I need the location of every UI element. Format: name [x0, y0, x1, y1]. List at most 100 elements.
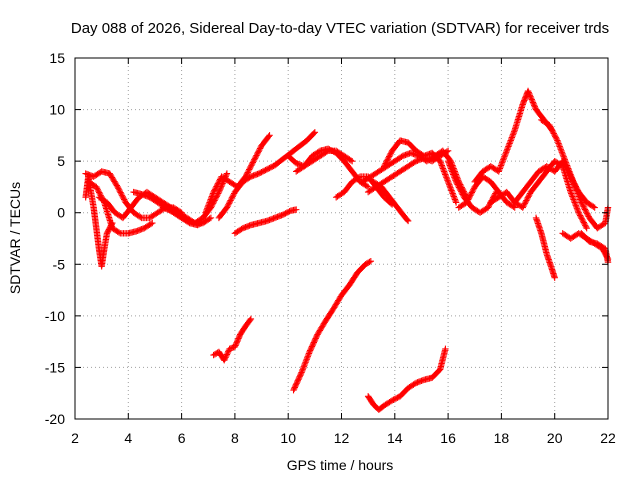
data-point	[452, 178, 460, 185]
data-point	[578, 215, 585, 222]
data-point	[448, 168, 456, 175]
data-point	[572, 202, 580, 209]
data-point	[557, 144, 564, 152]
data-point	[464, 197, 471, 205]
data-point	[572, 184, 579, 191]
data-point	[249, 159, 257, 166]
y-tick-label: -15	[45, 359, 65, 375]
data-point	[450, 193, 458, 200]
data-point	[300, 364, 307, 372]
data-point	[443, 174, 450, 181]
data-point	[310, 340, 317, 348]
data-point	[208, 193, 216, 200]
data-point	[213, 183, 220, 190]
grid-lines	[75, 58, 608, 419]
data-point	[468, 189, 476, 196]
data-point	[296, 373, 303, 380]
x-tick-label: 2	[71, 430, 79, 446]
data-point	[293, 380, 300, 387]
data-point	[580, 219, 587, 226]
data-point	[302, 359, 309, 366]
data-point	[436, 157, 444, 165]
x-tick-label: 22	[600, 430, 616, 446]
data-point	[448, 166, 455, 174]
data-point	[93, 183, 100, 191]
data-point	[245, 167, 252, 175]
data-point	[223, 204, 231, 211]
data-point	[447, 185, 455, 193]
data-point	[554, 138, 562, 146]
data-point	[450, 172, 458, 180]
data-point	[581, 204, 588, 212]
data-point	[248, 160, 256, 168]
data-point	[590, 203, 597, 210]
data-point	[497, 163, 504, 171]
data-point	[562, 157, 569, 165]
data-point	[508, 135, 515, 143]
data-point	[500, 154, 508, 162]
data-point	[305, 350, 313, 357]
data-point	[573, 185, 580, 193]
data-point	[452, 199, 460, 206]
data-point	[466, 193, 473, 200]
data-point	[444, 177, 451, 184]
data-point	[438, 160, 445, 168]
data-point	[581, 206, 589, 213]
series-arc28	[364, 345, 449, 413]
data-point	[520, 201, 528, 208]
data-point	[507, 137, 514, 144]
data-point	[383, 158, 390, 166]
data-point	[265, 133, 272, 140]
data-point	[556, 143, 563, 150]
data-point	[447, 184, 454, 191]
data-point	[526, 191, 533, 199]
data-point	[508, 134, 516, 141]
data-point	[583, 224, 590, 232]
data-point	[549, 128, 557, 136]
data-point	[456, 185, 463, 193]
data-point	[454, 181, 461, 188]
data-point	[221, 355, 229, 362]
data-point	[564, 163, 571, 171]
data-point	[519, 204, 526, 211]
x-tick-label: 16	[440, 430, 456, 446]
data-point	[254, 149, 262, 156]
data-point	[309, 342, 316, 349]
data-point	[203, 206, 210, 213]
data-point	[496, 166, 503, 174]
data-point	[452, 177, 459, 184]
data-point	[575, 209, 582, 216]
data-point	[301, 360, 309, 367]
data-point	[224, 349, 231, 357]
data-point	[207, 196, 214, 203]
data-point	[118, 192, 126, 199]
data-point	[554, 137, 561, 144]
data-point	[301, 362, 308, 369]
data-point	[529, 97, 536, 105]
data-point	[223, 351, 231, 358]
data-point	[548, 126, 555, 133]
data-point	[214, 180, 222, 187]
data-point	[568, 191, 576, 199]
data-point	[581, 220, 588, 228]
data-point	[465, 194, 473, 202]
data-point	[450, 171, 457, 178]
data-point	[300, 363, 308, 370]
data-point	[577, 213, 585, 221]
x-tick-label: 10	[280, 430, 296, 446]
data-point	[552, 134, 560, 141]
data-point	[583, 209, 590, 216]
data-point	[451, 196, 459, 203]
data-point	[528, 96, 535, 103]
data-point	[204, 205, 211, 212]
x-tick-label: 12	[334, 430, 350, 446]
data-point	[232, 342, 239, 349]
data-point	[299, 366, 306, 373]
data-point	[437, 159, 444, 166]
data-point	[438, 162, 446, 169]
data-point	[303, 356, 310, 363]
data-point	[306, 348, 313, 356]
data-point	[243, 170, 251, 178]
data-point	[573, 187, 580, 194]
data-point	[442, 171, 449, 178]
